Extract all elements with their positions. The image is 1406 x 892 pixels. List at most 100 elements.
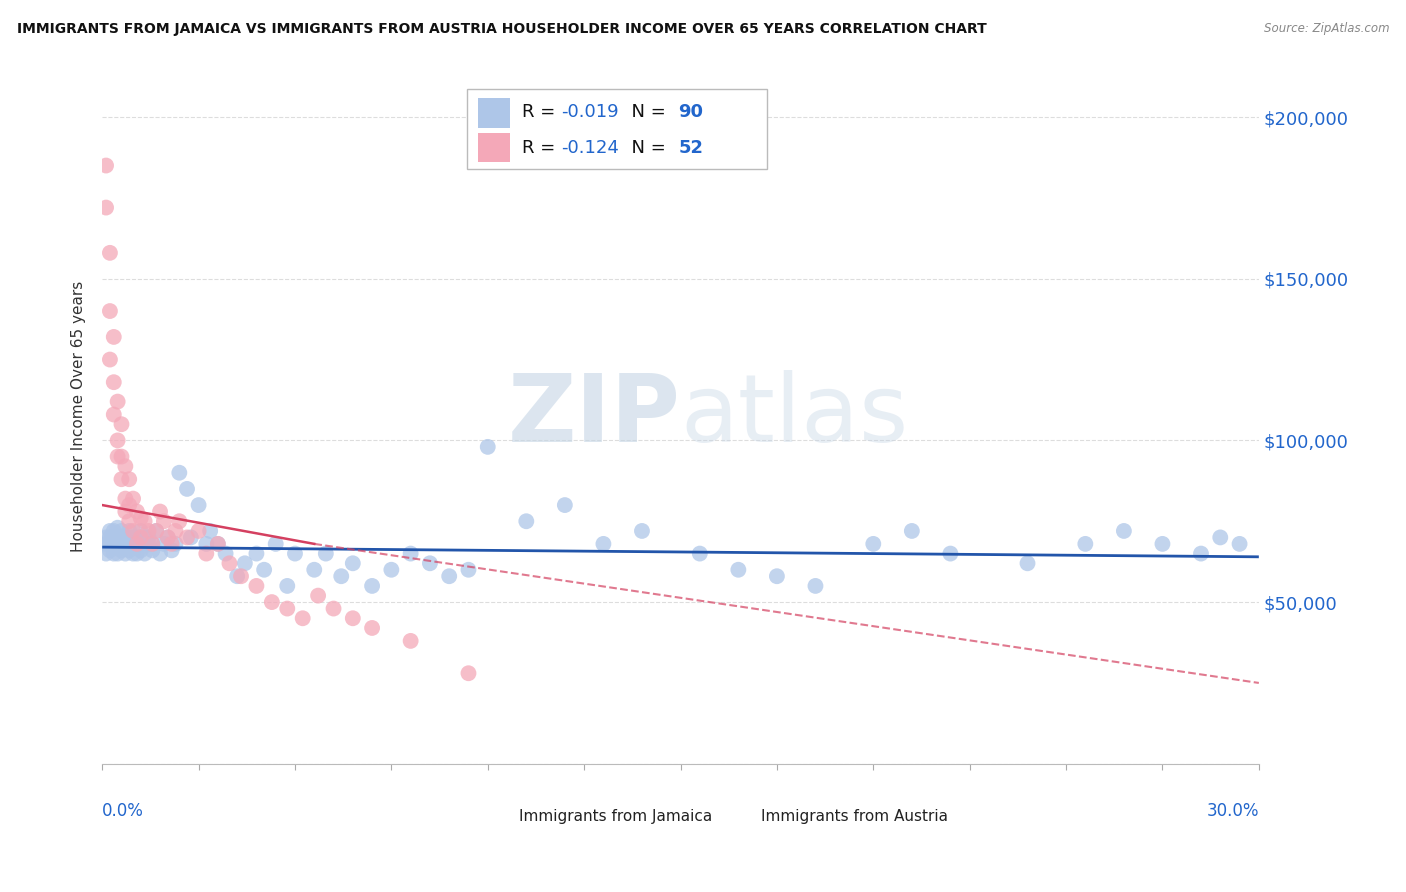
Point <box>939 547 962 561</box>
Text: 30.0%: 30.0% <box>1206 802 1258 820</box>
Point <box>315 547 337 561</box>
Point <box>110 530 132 544</box>
Point <box>260 595 283 609</box>
Point <box>399 633 422 648</box>
Point <box>118 498 141 512</box>
Point <box>901 524 924 538</box>
Point <box>330 569 353 583</box>
Point <box>195 537 218 551</box>
Text: Immigrants from Jamaica: Immigrants from Jamaica <box>519 809 711 824</box>
Point <box>233 556 256 570</box>
Point <box>631 524 654 538</box>
Point <box>118 472 141 486</box>
Point <box>118 543 141 558</box>
Text: 90: 90 <box>678 103 703 121</box>
Point <box>94 530 117 544</box>
Point <box>437 569 460 583</box>
Point <box>399 547 422 561</box>
Point <box>129 511 152 525</box>
Point <box>804 579 827 593</box>
Point <box>114 459 136 474</box>
Point <box>98 530 121 544</box>
Point <box>125 537 148 551</box>
Point <box>180 530 202 544</box>
Point <box>94 547 117 561</box>
Point <box>107 530 129 544</box>
Text: 0.0%: 0.0% <box>103 802 143 820</box>
Point <box>307 589 329 603</box>
FancyBboxPatch shape <box>478 98 510 128</box>
Point <box>156 530 179 544</box>
Point <box>253 563 276 577</box>
Point <box>156 530 179 544</box>
Point <box>218 556 240 570</box>
Point <box>118 530 141 544</box>
Point <box>103 408 125 422</box>
Point <box>276 601 298 615</box>
Point <box>138 530 160 544</box>
Point <box>226 569 249 583</box>
Point <box>176 482 198 496</box>
Point <box>122 547 145 561</box>
Point <box>107 450 129 464</box>
Point <box>94 201 117 215</box>
Point <box>134 514 156 528</box>
FancyBboxPatch shape <box>467 89 768 169</box>
Text: atlas: atlas <box>681 370 908 462</box>
Point <box>110 543 132 558</box>
Text: N =: N = <box>620 103 672 121</box>
Point <box>160 537 183 551</box>
Point <box>153 514 176 528</box>
Point <box>129 530 152 544</box>
Point <box>342 611 364 625</box>
Point <box>98 537 121 551</box>
Point <box>134 530 156 544</box>
Point <box>187 498 209 512</box>
Point <box>1074 537 1097 551</box>
Point <box>554 498 576 512</box>
Point <box>118 524 141 538</box>
Point <box>98 245 121 260</box>
Point <box>141 537 163 551</box>
Point <box>107 394 129 409</box>
Point <box>145 524 167 538</box>
Point <box>98 524 121 538</box>
FancyBboxPatch shape <box>478 133 510 162</box>
Point <box>141 543 163 558</box>
Point <box>114 537 136 551</box>
Point <box>118 514 141 528</box>
Point <box>125 530 148 544</box>
Point <box>862 537 884 551</box>
Point <box>107 521 129 535</box>
Point <box>122 530 145 544</box>
Point <box>187 524 209 538</box>
Point <box>195 547 218 561</box>
Point <box>457 666 479 681</box>
Point <box>110 472 132 486</box>
Point <box>103 530 125 544</box>
Point <box>207 537 229 551</box>
Point <box>149 504 172 518</box>
Point <box>103 330 125 344</box>
Point <box>107 537 129 551</box>
Point <box>169 514 191 528</box>
Point <box>98 352 121 367</box>
Point <box>153 537 176 551</box>
Point <box>129 543 152 558</box>
Text: R =: R = <box>522 139 561 158</box>
Point <box>165 537 187 551</box>
Point <box>125 547 148 561</box>
Point <box>103 537 125 551</box>
Point <box>122 491 145 506</box>
Point <box>114 547 136 561</box>
Point <box>322 601 344 615</box>
Point <box>122 537 145 551</box>
Point <box>1112 524 1135 538</box>
Point <box>342 556 364 570</box>
Point <box>727 563 749 577</box>
Point <box>110 524 132 538</box>
Point <box>1209 530 1232 544</box>
Point <box>94 537 117 551</box>
Point <box>141 537 163 551</box>
Point <box>165 524 187 538</box>
